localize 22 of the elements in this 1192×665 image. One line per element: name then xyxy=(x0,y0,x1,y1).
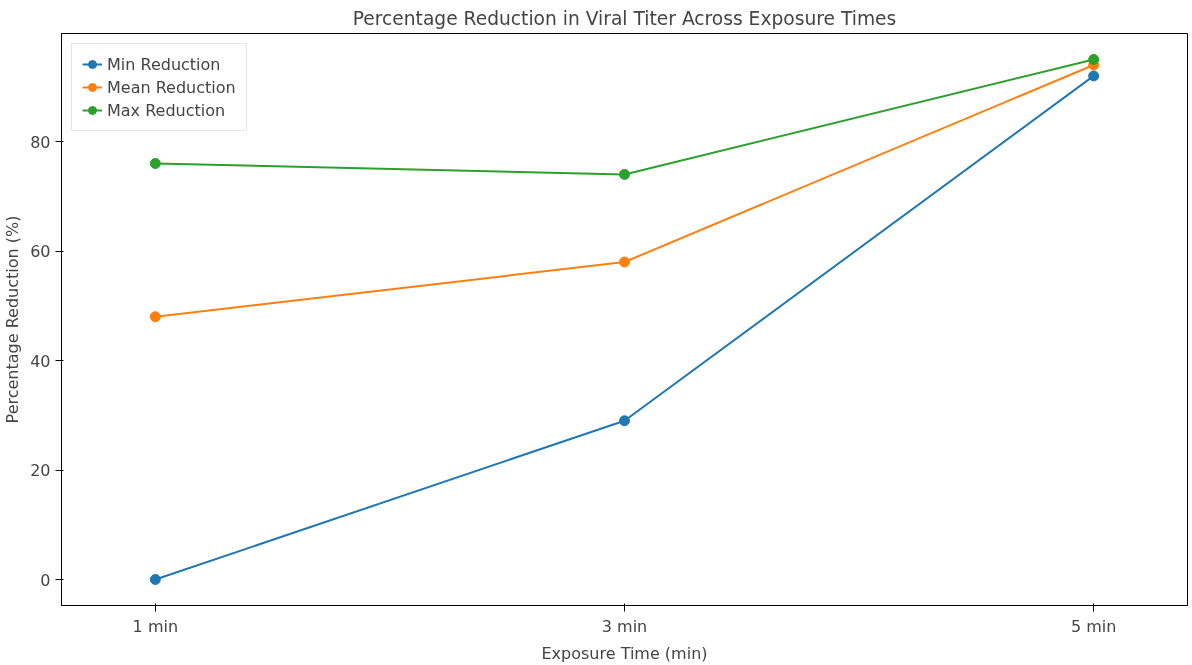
y-tick-label: 20 xyxy=(30,461,51,481)
point xyxy=(149,574,161,585)
x-axis-title: Exposure Time (min) xyxy=(541,643,708,663)
y-tick-label: 0 xyxy=(40,570,51,590)
legend-label: Max Reduction xyxy=(107,100,226,120)
point xyxy=(619,168,630,180)
point xyxy=(149,311,161,323)
y-tick-label: 60 xyxy=(30,242,51,262)
x-tick-label: 3 min xyxy=(601,616,648,636)
y-axis-title: Percentage Reduction (%) xyxy=(3,215,23,424)
legend-label: Min Reduction xyxy=(107,54,221,74)
x-tick-label: 1 min xyxy=(132,616,179,636)
chart-title: Percentage Reduction in Viral Titer Across Exposure Times xyxy=(352,7,897,29)
y-tick-label: 80 xyxy=(30,132,51,152)
point xyxy=(1088,54,1100,65)
point xyxy=(619,256,630,268)
point xyxy=(149,158,161,169)
point xyxy=(1088,70,1100,82)
point xyxy=(619,415,630,427)
y-tick-label: 40 xyxy=(30,351,51,371)
legend-label: Mean Reduction xyxy=(107,77,236,97)
x-tick-label: 5 min xyxy=(1070,616,1117,636)
